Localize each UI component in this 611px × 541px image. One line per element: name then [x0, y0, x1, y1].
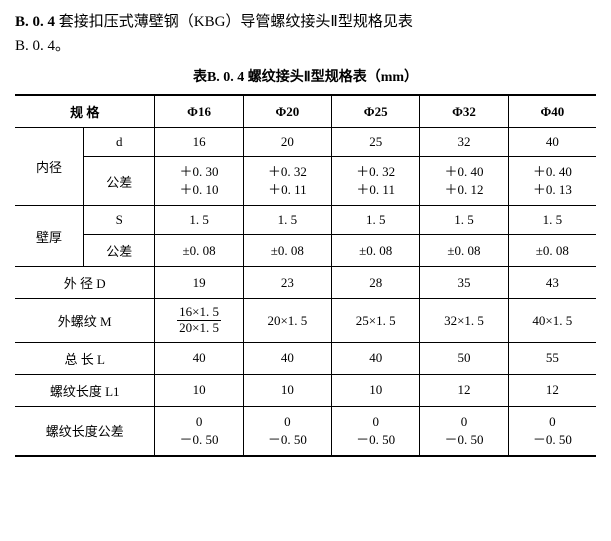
cell: ＋0. 40＋0. 12: [420, 157, 508, 206]
row-total-len: 总 长 L 40 40 40 50 55: [15, 342, 596, 374]
cell: ＋0. 32＋0. 11: [332, 157, 420, 206]
cell: 16: [155, 128, 243, 157]
cell: 35: [420, 267, 508, 299]
col-phi20: Φ20: [243, 95, 331, 128]
col-phi40: Φ40: [508, 95, 596, 128]
section-number: B. 0. 4: [15, 14, 55, 30]
cell: ＋0. 32＋0. 11: [243, 157, 331, 206]
cell: 0－0. 50: [332, 406, 420, 456]
row-outer-thread: 外螺纹 M 16×1. 5 20×1. 5 20×1. 5 25×1. 5 32…: [15, 299, 596, 342]
cell: 25: [332, 128, 420, 157]
cell: 1. 5: [332, 206, 420, 235]
cell: 1. 5: [155, 206, 243, 235]
frac-den: 20×1. 5: [177, 321, 221, 335]
cell: ＋0. 30＋0. 10: [155, 157, 243, 206]
col-phi16: Φ16: [155, 95, 243, 128]
total-len-label: 总 长 L: [15, 342, 155, 374]
cell: 10: [332, 374, 420, 406]
outer-thread-label: 外螺纹 M: [15, 299, 155, 342]
inner-d-label: d: [84, 128, 155, 157]
cell: 40: [332, 342, 420, 374]
cell: ±0. 08: [155, 235, 243, 267]
cell: 32×1. 5: [420, 299, 508, 342]
row-outer-d: 外 径 D 19 23 28 35 43: [15, 267, 596, 299]
cell: ±0. 08: [508, 235, 596, 267]
row-inner-tol: 公差 ＋0. 30＋0. 10 ＋0. 32＋0. 11 ＋0. 32＋0. 1…: [15, 157, 596, 206]
cell: 1. 5: [420, 206, 508, 235]
col-spec-header: 规 格: [15, 95, 155, 128]
wall-tol-label: 公差: [84, 235, 155, 267]
wall-label: 壁厚: [15, 206, 84, 267]
cell: 10: [243, 374, 331, 406]
cell: 1. 5: [508, 206, 596, 235]
spec-table: 规 格 Φ16 Φ20 Φ25 Φ32 Φ40 内径 d 16 20 25 32…: [15, 94, 596, 457]
cell: 0－0. 50: [508, 406, 596, 456]
cell: 12: [508, 374, 596, 406]
frac-num: 16×1. 5: [177, 305, 221, 320]
cell: 32: [420, 128, 508, 157]
cell: 0－0. 50: [420, 406, 508, 456]
col-phi32: Φ32: [420, 95, 508, 128]
cell: 19: [155, 267, 243, 299]
outer-d-label: 外 径 D: [15, 267, 155, 299]
cell: 0－0. 50: [155, 406, 243, 456]
thread-len-label: 螺纹长度 L1: [15, 374, 155, 406]
cell: 50: [420, 342, 508, 374]
row-thread-tol: 螺纹长度公差 0－0. 50 0－0. 50 0－0. 50 0－0. 50 0…: [15, 406, 596, 456]
cell: 43: [508, 267, 596, 299]
section-text: 套接扣压式薄壁钢（KBG）导管螺纹接头Ⅱ型规格见表: [59, 14, 413, 30]
cell-frac: 16×1. 5 20×1. 5: [155, 299, 243, 342]
row-wall-tol: 公差 ±0. 08 ±0. 08 ±0. 08 ±0. 08 ±0. 08: [15, 235, 596, 267]
cell: 40: [508, 128, 596, 157]
cell: 40×1. 5: [508, 299, 596, 342]
cell: 55: [508, 342, 596, 374]
cell: 25×1. 5: [332, 299, 420, 342]
row-thread-len: 螺纹长度 L1 10 10 10 12 12: [15, 374, 596, 406]
table-header-row: 规 格 Φ16 Φ20 Φ25 Φ32 Φ40: [15, 95, 596, 128]
table-title: 表B. 0. 4 螺纹接头Ⅱ型规格表（mm）: [15, 66, 596, 86]
thread-tol-label: 螺纹长度公差: [15, 406, 155, 456]
cell: 20: [243, 128, 331, 157]
cell: ±0. 08: [243, 235, 331, 267]
cell: 40: [243, 342, 331, 374]
cell: ±0. 08: [420, 235, 508, 267]
cell: 20×1. 5: [243, 299, 331, 342]
cell: ±0. 08: [332, 235, 420, 267]
row-inner-d: 内径 d 16 20 25 32 40: [15, 128, 596, 157]
wall-s-label: S: [84, 206, 155, 235]
cell: ＋0. 40＋0. 13: [508, 157, 596, 206]
cell: 10: [155, 374, 243, 406]
col-phi25: Φ25: [332, 95, 420, 128]
cell: 23: [243, 267, 331, 299]
cell: 1. 5: [243, 206, 331, 235]
cell: 28: [332, 267, 420, 299]
section-ref: B. 0. 4。: [15, 38, 70, 54]
section-heading: B. 0. 4 套接扣压式薄壁钢（KBG）导管螺纹接头Ⅱ型规格见表 B. 0. …: [15, 10, 596, 58]
inner-dia-label: 内径: [15, 128, 84, 206]
cell: 12: [420, 374, 508, 406]
row-wall-s: 壁厚 S 1. 5 1. 5 1. 5 1. 5 1. 5: [15, 206, 596, 235]
cell: 40: [155, 342, 243, 374]
cell: 0－0. 50: [243, 406, 331, 456]
inner-tol-label: 公差: [84, 157, 155, 206]
